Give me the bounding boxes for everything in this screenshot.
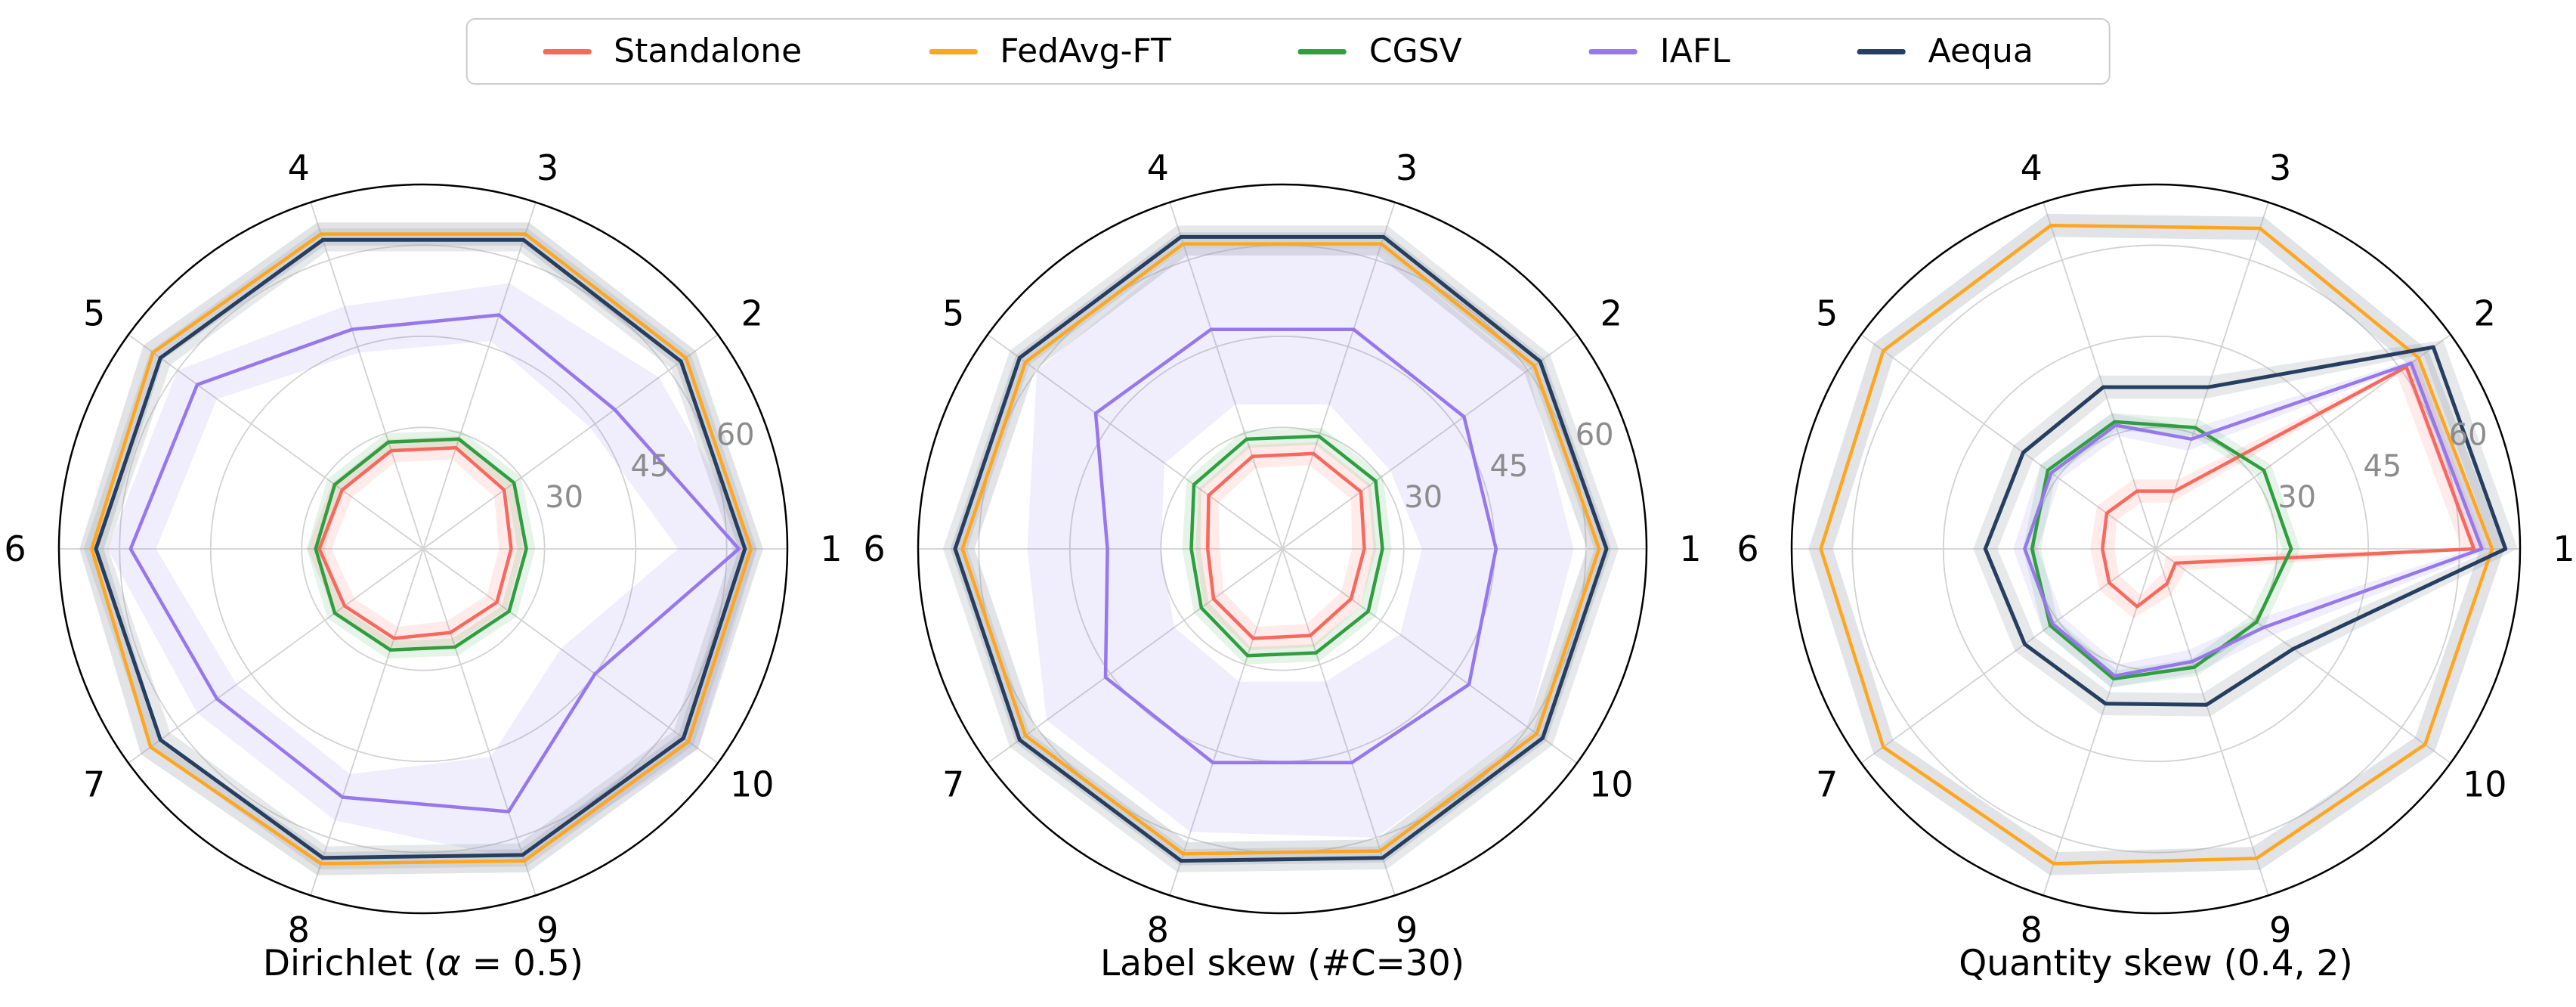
spoke-label-3: 3 (1396, 147, 1418, 188)
cgsv-line-swatch-icon (1297, 48, 1347, 54)
polar-outline (917, 183, 1648, 915)
iafl-series-line (1093, 327, 1498, 764)
radial-tick-label: 60 (2449, 418, 2488, 453)
iafl-series-line (2023, 361, 2484, 678)
standalone-line-swatch-icon (543, 48, 592, 54)
iafl-uncertainty-band (2013, 358, 2493, 688)
spoke-label-10: 10 (1589, 764, 1634, 805)
legend-label-iafl: IAFL (1659, 32, 1730, 70)
radial-gridline (1942, 335, 2370, 763)
spoke-label-7: 7 (942, 764, 964, 805)
legend-item-iafl: IAFL (1588, 32, 1730, 70)
legend-item-standalone: Standalone (543, 35, 802, 68)
spoke-label-10: 10 (730, 764, 775, 805)
spoke-label-5: 5 (942, 293, 964, 334)
spoke-label-1: 1 (820, 528, 842, 569)
spoke-label-5: 5 (1816, 293, 1838, 334)
legend-item-fedavg-ft: FedAvg-FT (929, 35, 1171, 68)
radar-chart-label-skew: 30 45 60 1 2 3 4 5 6 7 8 9 10 (837, 103, 1728, 995)
spoke-label-7: 7 (1816, 764, 1838, 805)
spoke-label-3: 3 (2269, 147, 2291, 188)
spoke-label-1: 1 (2553, 528, 2574, 569)
spoke-label-6: 6 (4, 528, 26, 569)
radial-gridline (2033, 426, 2278, 671)
legend-label-fedavg-ft: FedAvg-FT (1000, 32, 1171, 70)
radar-chart-dirichlet: 30 45 60 1 2 3 4 5 6 7 8 9 10 (0, 103, 869, 995)
radial-gridline (119, 244, 728, 854)
spoke-label-4: 4 (1147, 147, 1169, 188)
radial-tick-label: 45 (2363, 449, 2401, 484)
fedavg-ft-series-line (960, 242, 1601, 856)
spoke-label-2: 2 (2474, 293, 2496, 334)
aequa-series-line (953, 234, 1609, 863)
spoke-gridline (2155, 548, 2269, 896)
spoke-label-9: 9 (1396, 909, 1418, 950)
standalone-series-line (2101, 364, 2476, 609)
spoke-label-4: 4 (288, 147, 310, 188)
cgsv-series-line (314, 437, 528, 652)
aequa-series-line (1983, 345, 2508, 707)
legend-label-standalone: Standalone (614, 32, 802, 70)
radial-tick-label: 30 (1404, 480, 1443, 515)
spoke-label-2: 2 (741, 293, 763, 334)
spoke-label-9: 9 (2269, 909, 2291, 950)
chart-title-quantity-skew: Quantity skew (0.4, 2) (1959, 943, 2353, 984)
fedavg-ft-series-line (90, 232, 753, 866)
spoke-label-1: 1 (1679, 528, 1701, 569)
aequa-series-line (94, 237, 747, 860)
spoke-label-8: 8 (1147, 909, 1169, 950)
legend-label-aequa: Aequa (1928, 32, 2033, 70)
spoke-label-7: 7 (83, 764, 105, 805)
legend-item-cgsv: CGSV (1297, 32, 1462, 70)
fedavg-ft-std-band (1808, 213, 2505, 875)
spoke-label-3: 3 (537, 147, 558, 188)
spoke-label-4: 4 (2021, 147, 2043, 188)
radial-tick-label: 30 (2278, 480, 2316, 515)
radial-tick-label: 30 (545, 480, 583, 515)
radial-tick-label: 45 (1489, 449, 1528, 484)
spoke-label-5: 5 (83, 293, 105, 334)
iafl-series-line (128, 313, 741, 813)
spoke-label-6: 6 (1736, 528, 1758, 569)
radial-gridline (209, 335, 637, 763)
radial-gridline (301, 426, 546, 671)
radial-tick-label: 60 (1576, 418, 1614, 453)
radial-gridline (1160, 426, 1405, 671)
radial-tick-label: 60 (716, 418, 755, 453)
polar-outline (57, 183, 789, 915)
spoke-label-8: 8 (2021, 909, 2043, 950)
radial-tick-label: 45 (630, 449, 669, 484)
cgsv-series-line (1189, 434, 1384, 658)
legend-item-aequa: Aequa (1857, 35, 2033, 68)
cgsv-std-band (2023, 413, 2301, 688)
standalone-series-line (317, 446, 513, 640)
polar-outline (1790, 183, 2522, 915)
chart-title-label-skew: Label skew (#C=30) (1099, 943, 1465, 984)
fedavg-ft-line-swatch-icon (929, 48, 978, 54)
standalone-series-line (1205, 451, 1366, 640)
spoke-label-10: 10 (2463, 764, 2507, 805)
spoke-label-2: 2 (1600, 293, 1622, 334)
fedavg-ft-series-line (1819, 223, 2494, 866)
legend-label-cgsv: CGSV (1368, 32, 1462, 70)
spoke-label-6: 6 (863, 528, 885, 569)
radar-chart-quantity-skew: 30 45 60 1 2 3 4 5 6 7 8 9 10 (1710, 103, 2576, 995)
spoke-label-8: 8 (288, 909, 310, 950)
aequa-line-swatch-icon (1857, 48, 1906, 54)
legend: Standalone FedAvg-FT CGSV IAFL Aequa (465, 18, 2111, 85)
spoke-label-9: 9 (537, 909, 558, 950)
iafl-line-swatch-icon (1588, 48, 1637, 54)
chart-title-dirichlet: Dirichlet (α = 0.5) (262, 943, 584, 984)
iafl-uncertainty-band (107, 283, 757, 861)
